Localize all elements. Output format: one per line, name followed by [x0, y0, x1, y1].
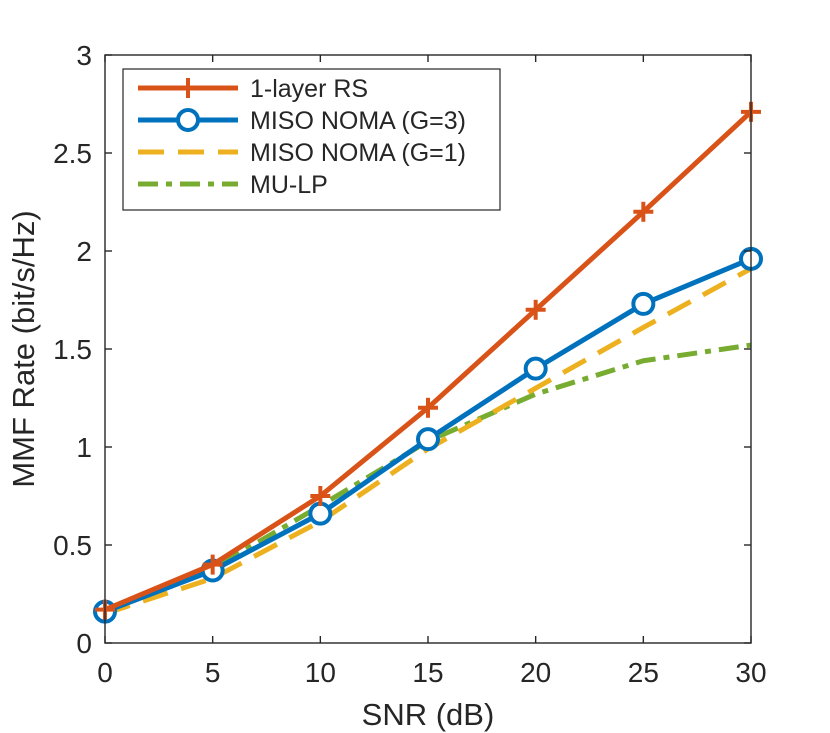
y-tick-label: 2: [76, 236, 92, 267]
data-point: [523, 356, 548, 381]
legend-label: MISO NOMA (G=3): [250, 107, 466, 135]
data-point: [308, 501, 333, 526]
x-tick-label: 0: [97, 657, 113, 688]
legend-marker: [176, 108, 200, 132]
legend-item: MISO NOMA (G=3): [138, 107, 466, 135]
y-tick-label: 1.5: [53, 334, 92, 365]
x-tick-label: 5: [205, 657, 221, 688]
legend-label: 1-layer RS: [250, 75, 368, 103]
x-tick-label: 30: [735, 657, 766, 688]
series-1: [93, 246, 763, 624]
y-axis-label: MMF Rate (bit/s/Hz): [6, 210, 41, 487]
x-axis: 0 5 10 15 20 25 30: [97, 55, 767, 688]
y-tick-label: 0: [76, 628, 92, 659]
x-tick-label: 15: [412, 657, 443, 688]
y-tick-label: 1: [76, 432, 92, 463]
x-axis-label: SNR (dB): [362, 697, 495, 732]
y-tick-label: 0.5: [53, 530, 92, 561]
legend-label: MU-LP: [250, 171, 328, 199]
x-tick-label: 25: [628, 657, 659, 688]
data-point: [631, 291, 656, 316]
x-tick-label: 10: [305, 657, 336, 688]
y-tick-label: 3: [76, 40, 92, 71]
y-tick-label: 2.5: [53, 138, 92, 169]
data-point: [416, 427, 440, 452]
x-tick-label: 20: [520, 657, 551, 688]
y-axis: 0 0.5 1 1.5 2 2.5 3: [53, 40, 751, 659]
legend-item: MISO NOMA (G=1): [138, 139, 466, 167]
legend-label: MISO NOMA (G=1): [250, 139, 466, 167]
legend: 1-layer RS MISO NOMA (G=3) MISO NOMA (G=1)…: [122, 68, 501, 211]
legend-item: MU-LP: [138, 171, 328, 199]
legend-item: 1-layer RS: [138, 75, 368, 103]
